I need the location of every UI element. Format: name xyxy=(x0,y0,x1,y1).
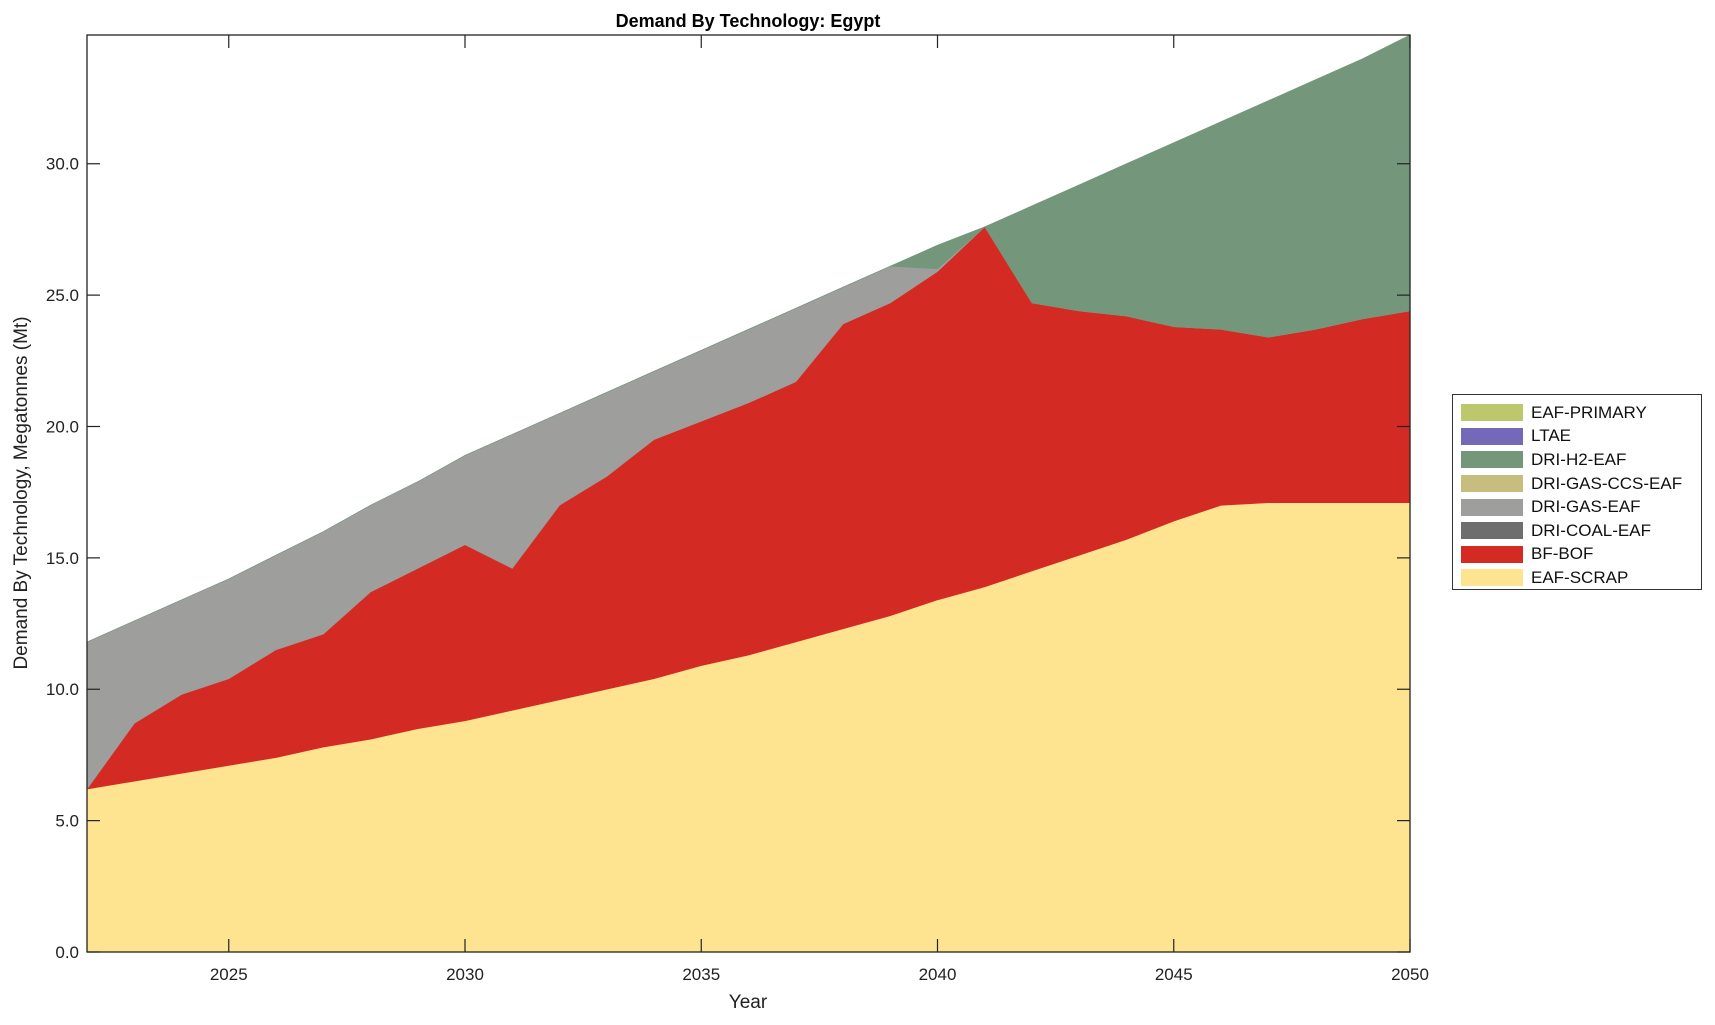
legend-swatch xyxy=(1461,404,1523,422)
legend-label: BF-BOF xyxy=(1531,544,1594,564)
x-tick-label: 2035 xyxy=(682,965,720,984)
legend-swatch xyxy=(1461,522,1523,540)
legend-label: DRI-H2-EAF xyxy=(1531,449,1627,469)
plot-frame xyxy=(86,34,1411,953)
legend: EAF-PRIMARY LTAE DRI-H2-EAF DRI-GAS-CCS-EAF… xyxy=(1452,394,1702,590)
legend-label: DRI-COAL-EAF xyxy=(1531,520,1651,540)
legend-label: EAF-PRIMARY xyxy=(1531,402,1647,422)
legend-swatch xyxy=(1461,498,1523,516)
legend-swatch xyxy=(1461,545,1523,563)
legend-item-dri-gas-ccs-eaf: DRI-GAS-CCS-EAF xyxy=(1453,472,1701,496)
legend-label: EAF-SCRAP xyxy=(1531,567,1629,587)
x-tick-label: 2050 xyxy=(1391,965,1429,984)
legend-item-dri-coal-eaf: DRI-COAL-EAF xyxy=(1453,519,1701,543)
legend-swatch xyxy=(1461,451,1523,469)
legend-item-bf-bof: BF-BOF xyxy=(1453,543,1701,567)
y-tick-label: 20.0 xyxy=(46,417,79,436)
legend-label: DRI-GAS-CCS-EAF xyxy=(1531,473,1683,493)
legend-item-dri-h2-eaf: DRI-H2-EAF xyxy=(1453,448,1701,472)
area-layers xyxy=(86,34,1411,953)
legend-swatch xyxy=(1461,475,1523,493)
legend-label: LTAE xyxy=(1531,426,1571,446)
legend-swatch xyxy=(1461,569,1523,587)
y-axis-label: Demand By Technology, Megatonnes (Mt) xyxy=(11,316,32,669)
axes: 2025 2030 2035 2040 2045 2050 0.0 5.0 10.0 15.0 20… xyxy=(46,34,1429,984)
legend-swatch xyxy=(1461,427,1523,445)
y-tick-label: 30.0 xyxy=(46,155,79,174)
x-tick-label: 2025 xyxy=(210,965,248,984)
legend-item-eaf-primary: EAF-PRIMARY xyxy=(1453,401,1701,425)
y-tick-label: 5.0 xyxy=(55,812,79,831)
legend-item-ltae: LTAE xyxy=(1453,425,1701,449)
chart-title: Demand By Technology: Egypt xyxy=(616,11,881,31)
y-tick-label: 10.0 xyxy=(46,680,79,699)
legend-item-eaf-scrap: EAF-SCRAP xyxy=(1453,566,1701,590)
y-tick-label: 0.0 xyxy=(55,943,79,962)
y-tick-label: 25.0 xyxy=(46,286,79,305)
x-tick-label: 2030 xyxy=(446,965,484,984)
x-tick-label: 2045 xyxy=(1155,965,1193,984)
x-tick-label: 2040 xyxy=(919,965,957,984)
legend-item-dri-gas-eaf: DRI-GAS-EAF xyxy=(1453,495,1701,519)
legend-label: DRI-GAS-EAF xyxy=(1531,497,1641,517)
x-axis-label: Year xyxy=(729,992,768,1013)
y-tick-label: 15.0 xyxy=(46,549,79,568)
